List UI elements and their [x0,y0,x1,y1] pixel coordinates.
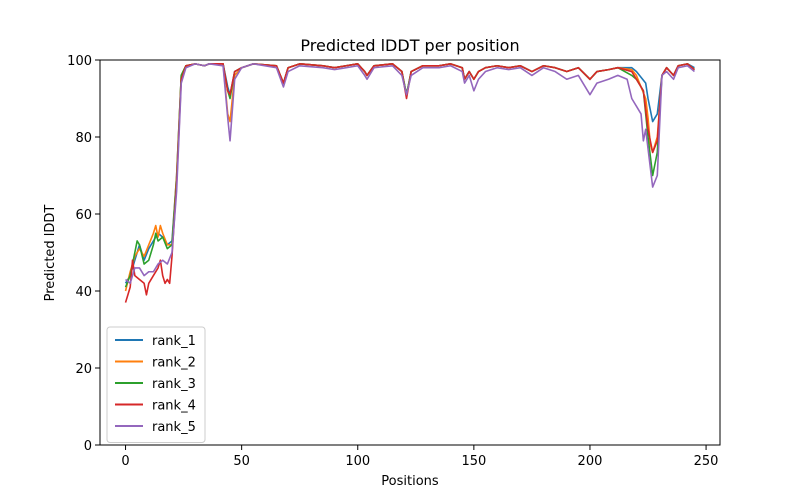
x-tick-label: 250 [694,454,719,469]
x-tick-label: 200 [578,454,603,469]
legend-box [106,326,206,443]
series-line-rank-4 [124,63,695,303]
legend: rank_1 rank_2 rank_3 rank_4 rank_5 [106,326,206,443]
y-tick-label: 0 [84,439,92,454]
y-tick-label: 20 [75,362,92,377]
series-line-rank-3 [124,63,695,288]
legend-label: rank_5 [152,420,196,435]
legend-label: rank_2 [152,356,196,371]
x-tick-label: 50 [233,454,250,469]
y-axis-label: Predicted lDDT [43,205,58,302]
legend-label: rank_1 [152,334,196,349]
plot-frame [99,59,721,446]
y-tick-label: 100 [67,54,92,69]
series-line-rank-1 [124,63,695,284]
x-axis-label: Positions [381,474,439,489]
y-axis-ticks: 0 20 40 60 80 100 [67,54,100,454]
x-tick-label: 100 [345,454,370,469]
y-tick-label: 40 [75,285,92,300]
legend-label: rank_4 [152,399,196,414]
y-tick-label: 80 [75,131,92,146]
series-line-rank-5 [125,63,695,285]
y-tick-label: 60 [75,208,92,223]
x-axis-ticks: 0 50 100 150 200 250 [121,445,718,469]
x-tick-label: 150 [461,454,486,469]
legend-label: rank_3 [152,377,196,392]
chart-title: Predicted lDDT per position [300,36,519,55]
x-tick-label: 0 [121,454,129,469]
plot-lines [124,63,695,303]
series-line-rank-2 [124,63,695,292]
